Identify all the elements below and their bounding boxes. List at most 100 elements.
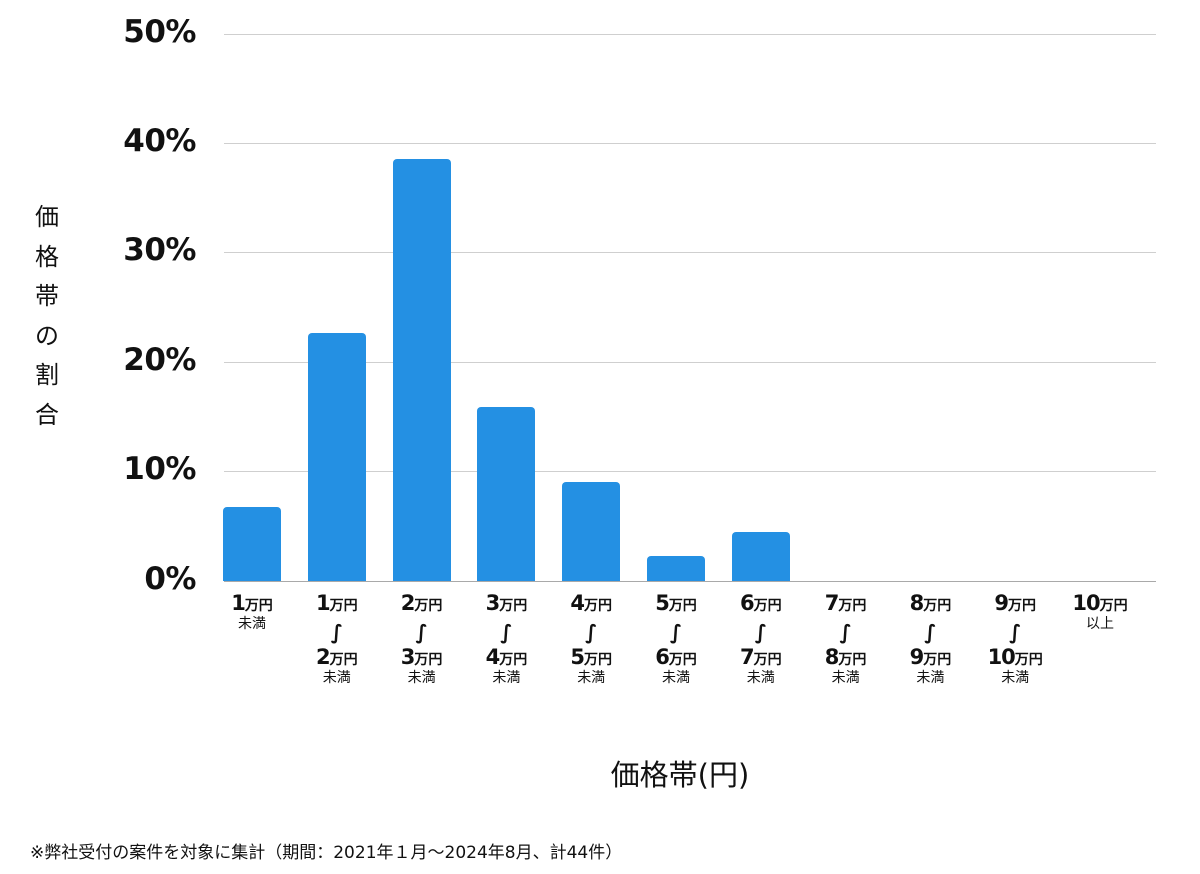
unit: 万円 [923,598,952,614]
unit: 万円 [584,652,612,668]
range-tilde: ∫ [500,620,513,644]
range-tilde: ∫ [330,620,343,644]
range-end: 5万円 [549,647,633,671]
x-tick-label: 3万円 ∫ 4万円 未満 [464,593,548,689]
range-tilde: ∫ [415,620,428,644]
range-start: 2万円 [380,593,464,617]
range-end: 7万円 [719,647,803,671]
range-start-number: 10 [1072,591,1100,615]
range-end-number: 5 [570,645,585,669]
range-start-number: 9 [994,591,1009,615]
x-tick-label: 2万円 ∫ 3万円 未満 [380,593,464,689]
range-tilde: ∫ [754,620,767,644]
x-tick-label: 5万円 ∫ 6 万円未満 [634,593,718,689]
range-start: 8万円 [888,593,972,617]
y-axis-title-char: 合 [35,400,59,429]
range-end-number: 4 [485,645,501,669]
unit: 万円 [838,652,867,668]
unit: 万円 [1099,598,1128,614]
range-start: 5万円 [634,593,718,617]
range-end: 4万円 [464,647,548,671]
range-suffix: 未満 [492,670,521,686]
y-tick-label: 50% [123,14,196,50]
y-tick-label: 0% [144,561,196,597]
range-start: 4万円 [549,593,633,617]
range-start-number: 7 [824,591,840,615]
y-axis-title-char: 割 [35,361,59,389]
unit: 万円 [584,598,612,614]
y-axis-title-char: の [35,321,59,350]
gridline [224,34,1156,35]
unit: 万円 [838,598,867,614]
range-start-number: 2 [400,591,416,615]
bar [223,507,281,582]
x-tick-label: 1 万円 ∫ 2万円 未満 [295,593,379,689]
unit: 万円 [329,652,358,668]
bar [562,481,621,582]
range-start: 6万円 [719,593,803,617]
y-tick-label: 20% [123,342,196,378]
range-end-number: 6 [655,645,670,669]
range-start-number: 6 [739,591,755,615]
gridline [224,143,1156,144]
x-tick-label: 8万円 ∫ 9万円 未満 [888,593,972,689]
y-axis-title-char: 価 [35,203,59,231]
unit: 万円 [414,652,443,668]
range-end-number: 2 [315,645,331,669]
range-tilde: ∫ [669,620,683,644]
range-start-number: 5 [655,591,670,615]
unit: 万円 [1008,598,1036,614]
unit: 万円 [1014,652,1043,668]
range-end-number: 9 [909,645,925,669]
range-tilde: ∫ [839,620,852,644]
range-suffix: 未満 [322,670,351,686]
x-tick-label: 7万円 ∫ 8万円 未満 [804,593,888,689]
range-end: 8万円 [804,647,888,671]
bar [647,556,705,582]
y-tick-label: 10% [123,451,196,487]
range-end-number: 10 [987,645,1016,669]
x-tick-label: 9万円 ∫ 10万円 未満 [973,593,1057,689]
range-start-number: 8 [909,591,925,615]
range-start: 10万円 [1058,593,1142,617]
range-end: 10万円 [973,647,1057,671]
range-end-number: 8 [824,645,840,669]
unit: 万円 [753,598,782,614]
gridline [224,471,1156,472]
footnote: ※弊社受付の案件を対象に集計（期間：2021年１月〜2024年8月、計44件） [30,843,623,863]
x-tick-label: 4万円 ∫ 5万円 未満 [549,593,633,689]
x-tick-label: 10万円 以上 [1058,593,1142,635]
bar [477,407,536,582]
range-start: 9万円 [973,593,1057,617]
range-start-number: 1 [315,591,331,615]
x-axis-title: 価格帯(円) [610,758,750,792]
gridline [224,362,1156,363]
range-tilde: ∫ [924,620,937,644]
y-axis-title: 価格帯の割合 [30,198,64,435]
unit: 万円 [499,652,528,668]
range-tilde: ∫ [1009,620,1022,644]
unit: 万円 [668,598,697,614]
range-suffix: 未満 [831,670,860,686]
range-suffix: 未満 [238,616,266,632]
range-end: 9万円 [888,647,972,671]
bar [731,532,790,582]
y-tick-label: 30% [123,232,196,268]
range-start: 7万円 [804,593,888,617]
range-end: 3万円 [380,647,464,671]
range-end-number: 3 [400,645,416,669]
unit: 万円 [923,652,952,668]
range-end-number: 7 [739,645,755,669]
range-start: 3万円 [464,593,548,617]
range-start: 1万円 [210,593,294,617]
unit: 万円 [753,652,782,668]
range-suffix: 未満 [662,670,690,686]
range-start-number: 1 [231,591,246,615]
y-tick-label: 40% [123,123,196,159]
range-suffix: 未満 [916,670,945,686]
range-start-number: 3 [485,591,501,615]
unit: 万円 [414,598,443,614]
range-end: 2万円 [295,647,379,671]
y-axis-title-char: 格 [35,242,59,271]
range-suffix: 未満 [577,670,606,686]
